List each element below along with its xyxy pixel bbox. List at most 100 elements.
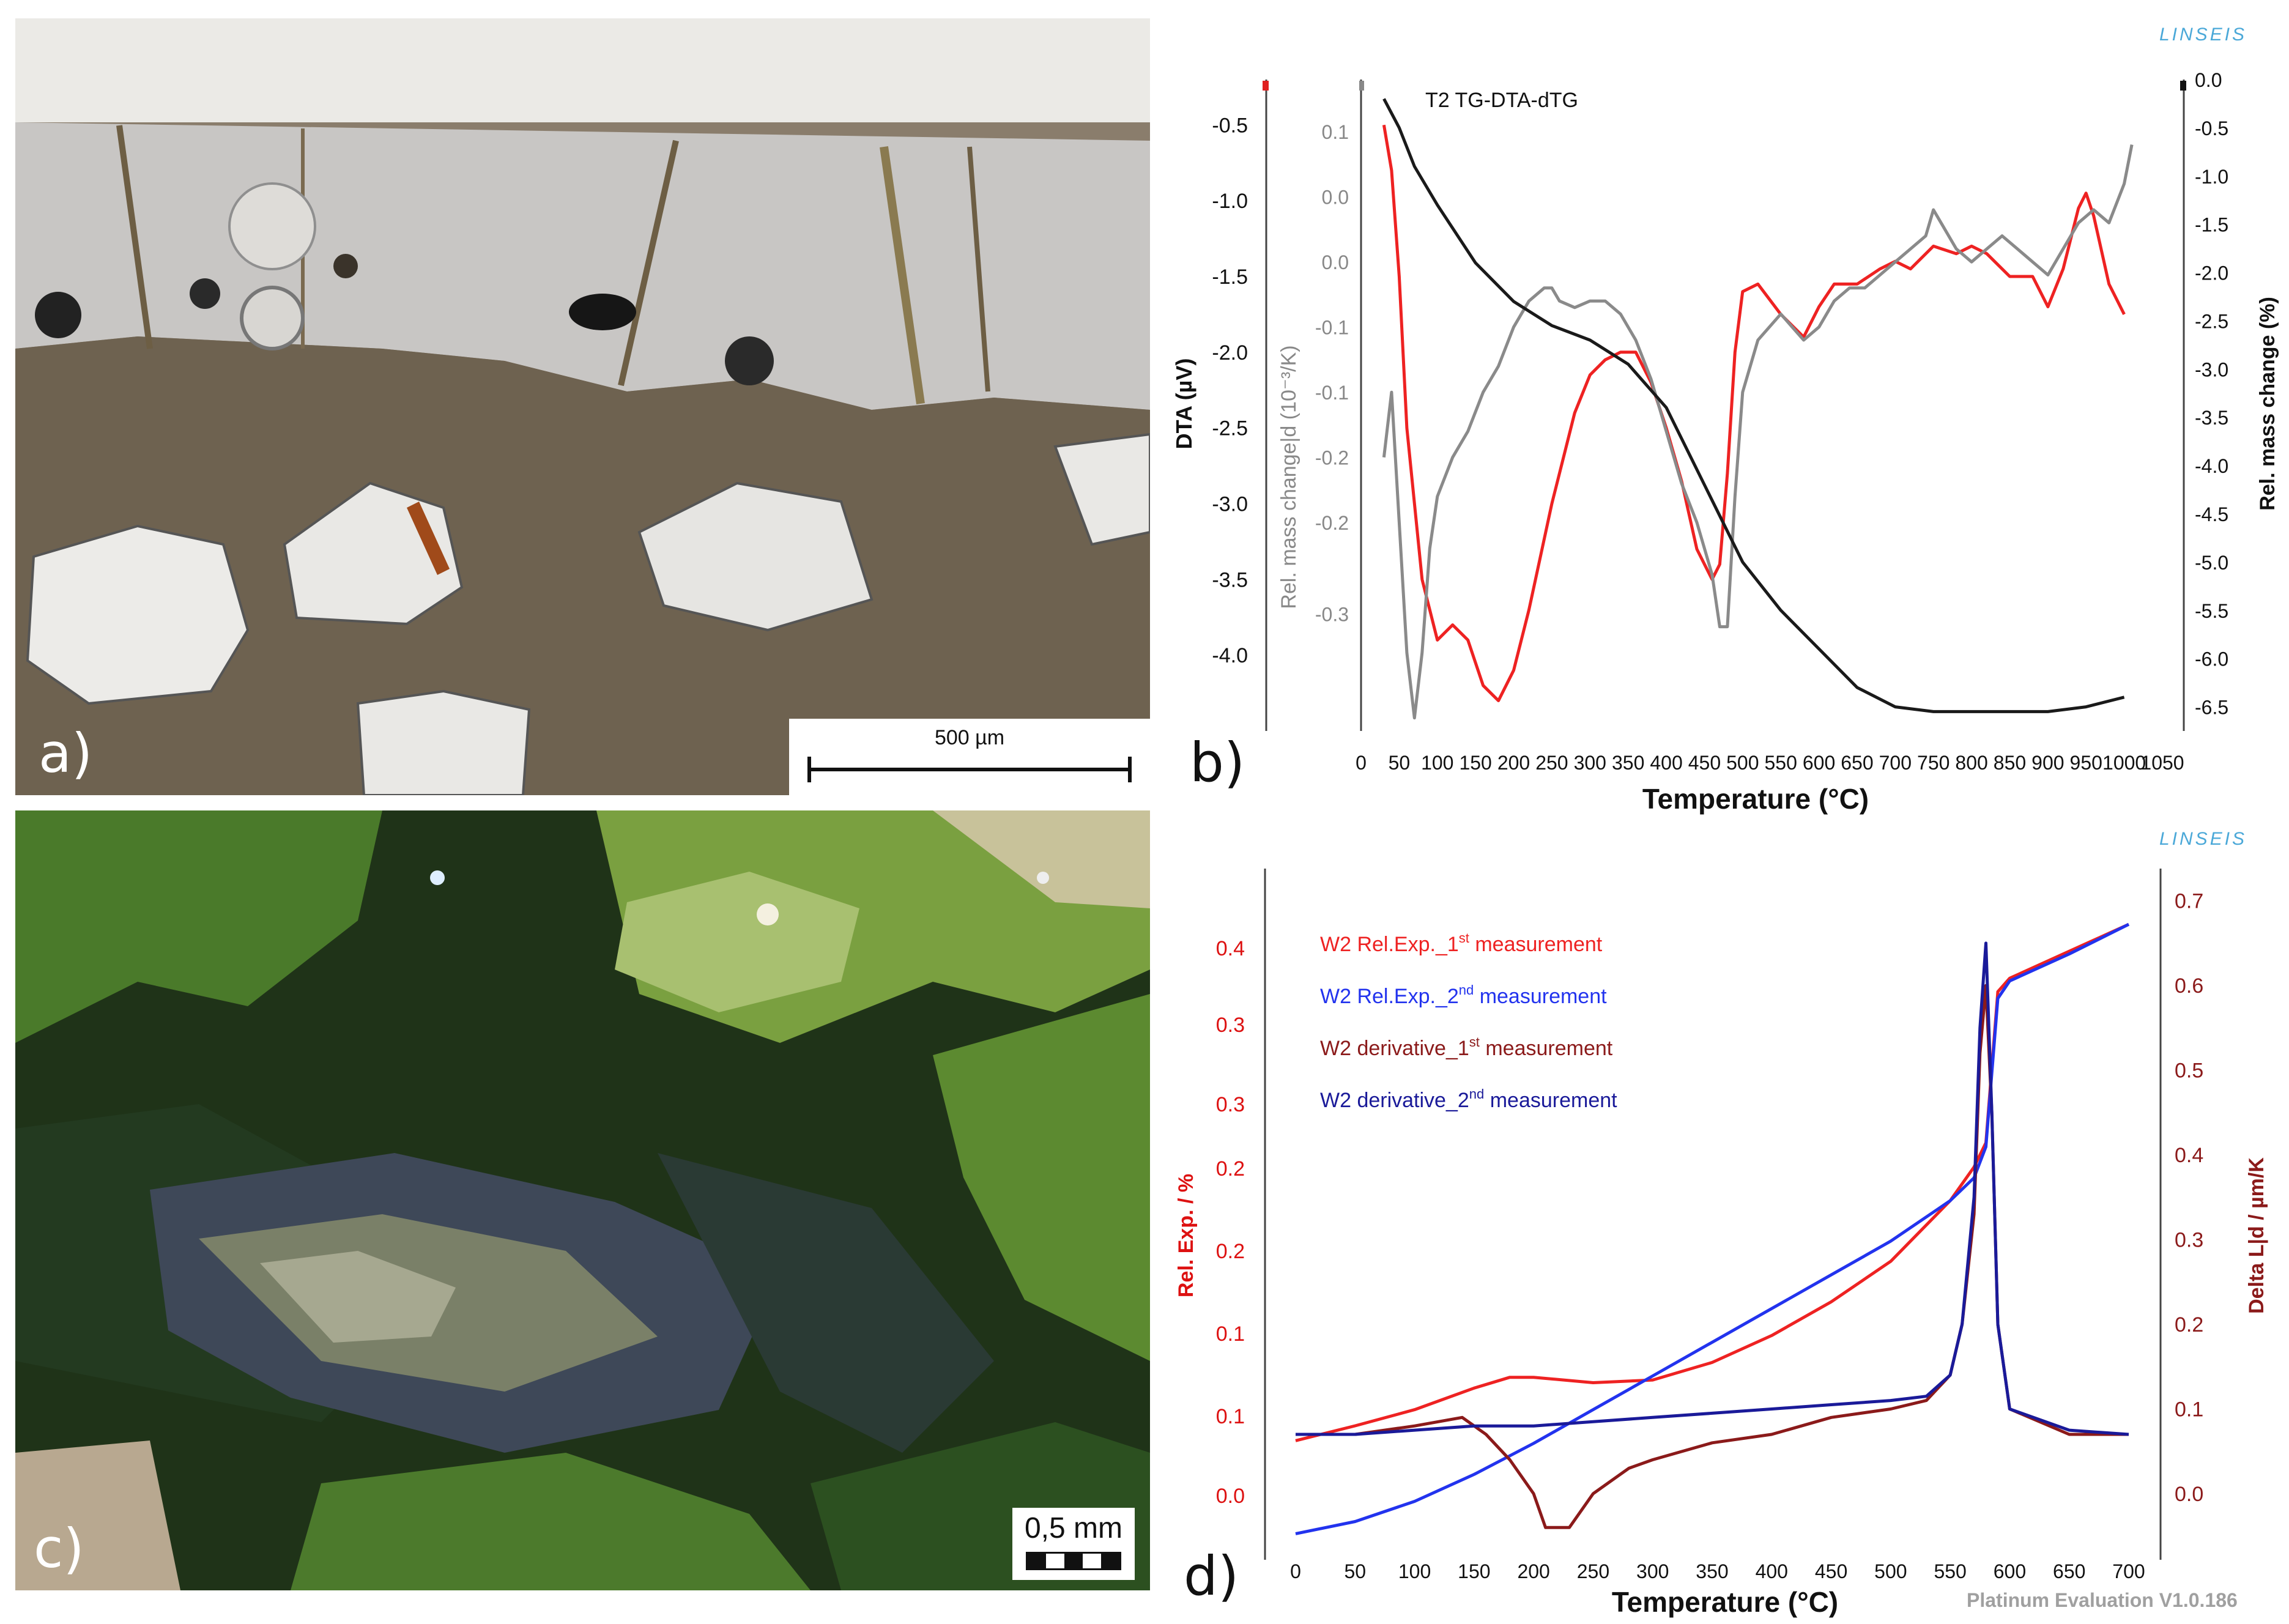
mass-rate-tick-label: 0.0 bbox=[1322, 187, 1349, 209]
x-tick-label-b: 700 bbox=[1879, 752, 1912, 774]
linseis-logo-d: LINSEIS bbox=[2159, 829, 2247, 849]
x-tick-label-d: 300 bbox=[1636, 1560, 1669, 1582]
x-axis-title-d: Temperature (°C) bbox=[1612, 1586, 1838, 1618]
dta-tick-label: -1.0 bbox=[1212, 190, 1248, 213]
dta-tick-label: -0.5 bbox=[1212, 114, 1248, 137]
x-tick-label-d: 0 bbox=[1290, 1560, 1301, 1582]
series-line-d-blue bbox=[1295, 922, 2130, 1535]
linseis-logo-b: LINSEIS bbox=[2159, 24, 2247, 45]
delta-l-tick-label: 0.0 bbox=[2175, 1483, 2203, 1506]
x-tick-label-d: 450 bbox=[1815, 1560, 1847, 1582]
x-tick-label-b: 200 bbox=[1497, 752, 1530, 774]
dta-tick-label: -2.0 bbox=[1212, 341, 1248, 365]
panel-label-d: d) bbox=[1184, 1544, 1239, 1607]
mass-change-tick-label: -0.5 bbox=[2195, 117, 2228, 139]
mass-rate-tick-label: -0.2 bbox=[1315, 447, 1349, 469]
mass-change-tick-label: -2.0 bbox=[2195, 262, 2228, 284]
x-tick-label-b: 550 bbox=[1764, 752, 1797, 774]
mass-rate-tick-label: -0.1 bbox=[1315, 382, 1349, 404]
mass-change-tick-label: -1.0 bbox=[2195, 166, 2228, 188]
x-tick-label-d: 100 bbox=[1398, 1560, 1431, 1582]
x-tick-label-d: 650 bbox=[2053, 1560, 2085, 1582]
rel-exp-tick-label: 0.1 bbox=[1216, 1405, 1245, 1428]
delta-l-tick-label: 0.1 bbox=[2175, 1398, 2203, 1421]
mass-change-tick-label: -5.5 bbox=[2195, 600, 2228, 622]
dta-tick-label: -4.0 bbox=[1212, 644, 1248, 667]
delta-l-tick-label: 0.5 bbox=[2175, 1059, 2203, 1083]
mass-change-tick-label: -5.0 bbox=[2195, 552, 2228, 574]
scale-bar-a-line bbox=[807, 768, 1132, 771]
legend-entry: W2 derivative_2nd measurement bbox=[1320, 1086, 1617, 1112]
delta-l-tick-label: 0.2 bbox=[2175, 1313, 2203, 1337]
mass-rate-axis-marker bbox=[1359, 81, 1364, 91]
thin-section-image bbox=[15, 18, 1150, 795]
x-tick-label-b: 300 bbox=[1574, 752, 1606, 774]
x-tick-label-d: 250 bbox=[1577, 1560, 1609, 1582]
x-tick-label-d: 550 bbox=[1934, 1560, 1966, 1582]
mass-change-tick-label: 0.0 bbox=[2195, 69, 2222, 91]
x-tick-label-d: 150 bbox=[1458, 1560, 1490, 1582]
delta-l-tick-label: 0.3 bbox=[2175, 1229, 2203, 1252]
mass-change-tick-label: -4.5 bbox=[2195, 503, 2228, 525]
series-line-d-red bbox=[1295, 922, 2130, 1442]
scale-bar-c: 0,5 mm bbox=[1012, 1508, 1135, 1580]
x-tick-label-d: 500 bbox=[1874, 1560, 1907, 1582]
series-line-b-gray bbox=[1382, 144, 2134, 720]
rel-exp-tick-label: 0.3 bbox=[1216, 1093, 1245, 1116]
x-tick-label-b: 850 bbox=[1994, 752, 2026, 774]
delta-l-axis-title: Delta L|d / µm/K bbox=[2245, 1157, 2268, 1314]
dta-tick-label: -3.5 bbox=[1212, 568, 1248, 591]
x-tick-label-b: 0 bbox=[1356, 752, 1367, 774]
rel-exp-tick-label: 0.2 bbox=[1216, 1240, 1245, 1263]
x-tick-label-b: 950 bbox=[2070, 752, 2102, 774]
x-tick-label-b: 1050 bbox=[2140, 752, 2184, 774]
rel-exp-tick-label: 0.3 bbox=[1216, 1014, 1245, 1037]
mass-change-tick-label: -2.5 bbox=[2195, 310, 2228, 332]
dta-tick-label: -1.5 bbox=[1212, 265, 1248, 289]
mass-change-tick-label: -3.0 bbox=[2195, 358, 2228, 380]
series-line-d-navy bbox=[1296, 941, 2129, 1436]
chart-dilatometry: 0 50 100 150 200 250 300 350 400 450 500 550 600 650 7… bbox=[1174, 869, 2268, 1618]
rel-exp-tick-label: 0.0 bbox=[1216, 1485, 1245, 1508]
mass-change-tick-label: -3.5 bbox=[2195, 407, 2228, 429]
panel-label-a: a) bbox=[39, 722, 93, 785]
x-tick-label-d: 50 bbox=[1344, 1560, 1366, 1582]
x-tick-label-d: 600 bbox=[1994, 1560, 2026, 1582]
x-tick-label-b: 500 bbox=[1726, 752, 1759, 774]
legend-entry: W2 Rel.Exp._1st measurement bbox=[1320, 930, 1603, 956]
x-tick-label-b: 250 bbox=[1535, 752, 1568, 774]
x-tick-label-b: 1000 bbox=[2102, 752, 2146, 774]
mass-rate-tick-label: -0.3 bbox=[1315, 603, 1349, 625]
x-tick-label-b: 50 bbox=[1389, 752, 1411, 774]
x-tick-label-b: 150 bbox=[1459, 752, 1491, 774]
mass-change-axis-title: Rel. mass change (%) bbox=[2256, 297, 2279, 511]
scale-bar-a-tick-right bbox=[1128, 757, 1132, 782]
x-tick-label-b: 650 bbox=[1841, 752, 1873, 774]
rel-exp-tick-label: 0.2 bbox=[1216, 1157, 1245, 1181]
x-tick-label-b: 100 bbox=[1421, 752, 1453, 774]
delta-l-tick-label: 0.6 bbox=[2175, 974, 2203, 998]
series-line-b-black bbox=[1382, 98, 2125, 713]
x-tick-label-b: 800 bbox=[1955, 752, 1987, 774]
series-line-d-darkred bbox=[1296, 984, 2129, 1529]
glaze-surface-image bbox=[15, 810, 1150, 1590]
mass-rate-tick-label: 0.0 bbox=[1322, 251, 1349, 273]
scale-bar-c-label: 0,5 mm bbox=[1024, 1512, 1123, 1544]
dta-tick-label: -2.5 bbox=[1212, 417, 1248, 440]
mass-change-tick-label: -1.5 bbox=[2195, 214, 2228, 236]
scale-bar-c-checker bbox=[1026, 1552, 1121, 1570]
x-tick-label-b: 450 bbox=[1688, 752, 1721, 774]
mass-axis-marker bbox=[2180, 81, 2186, 91]
photo-thin-section: 500 µm a) bbox=[15, 18, 1150, 795]
delta-l-tick-label: 0.7 bbox=[2175, 890, 2203, 913]
x-tick-label-b: 600 bbox=[1803, 752, 1835, 774]
mass-change-tick-label: -6.0 bbox=[2195, 648, 2228, 670]
x-axis-title-b: Temperature (°C) bbox=[1642, 783, 1869, 815]
scale-bar-a-label: 500 µm bbox=[934, 726, 1005, 749]
photo-glaze-surface: 0,5 mm c) bbox=[15, 810, 1150, 1590]
mass-rate-axis-title: Rel. mass change|d (10⁻³/K) bbox=[1277, 345, 1300, 609]
rel-exp-tick-label: 0.4 bbox=[1216, 937, 1245, 960]
x-tick-label-b: 750 bbox=[1917, 752, 1950, 774]
x-tick-label-d: 700 bbox=[2112, 1560, 2145, 1582]
delta-l-tick-label: 0.4 bbox=[2175, 1144, 2203, 1167]
